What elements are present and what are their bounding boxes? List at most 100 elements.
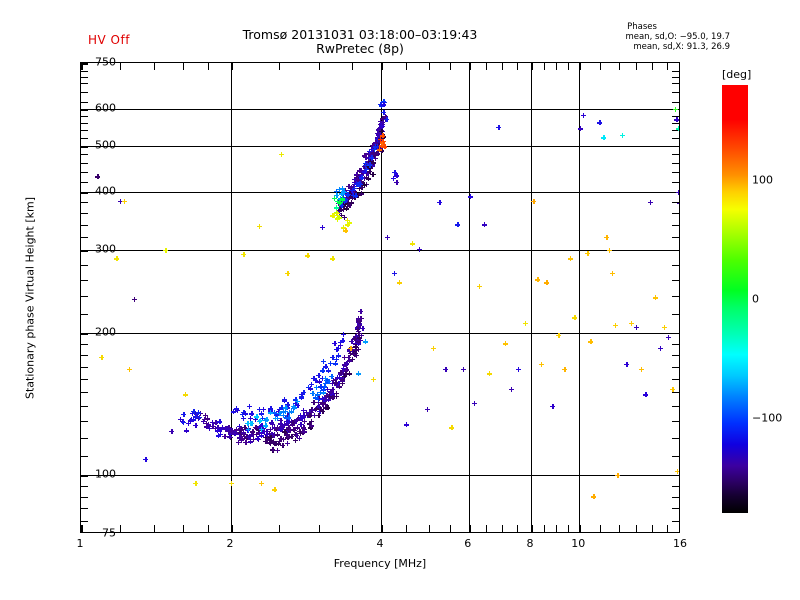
- data-point-marker: [316, 403, 322, 409]
- data-point-marker: [332, 361, 338, 367]
- data-point-marker: [674, 117, 679, 123]
- data-point-marker: [182, 392, 188, 398]
- data-point-marker: [272, 415, 278, 421]
- x-axis-minor-tick-top: [568, 63, 569, 70]
- y-axis-minor-tick-right: [672, 77, 679, 78]
- data-point-marker: [183, 428, 189, 434]
- data-point-marker: [392, 169, 398, 175]
- data-point-marker: [258, 411, 264, 417]
- x-axis-minor-tick-top: [208, 63, 209, 70]
- data-point-marker: [544, 280, 550, 286]
- data-point-marker: [325, 397, 331, 403]
- data-point-marker: [597, 120, 603, 126]
- data-point-marker: [340, 338, 346, 344]
- data-point-marker: [261, 428, 267, 434]
- data-point-marker: [562, 366, 568, 372]
- data-point-marker: [257, 417, 263, 423]
- y-axis-major-tick: [81, 333, 88, 335]
- y-axis-major-tick: [81, 192, 88, 194]
- data-point-marker: [327, 360, 333, 366]
- data-point-marker: [228, 431, 234, 437]
- data-point-marker: [278, 421, 284, 427]
- y-axis-minor-tick-right: [672, 355, 679, 356]
- data-point-marker: [378, 101, 384, 107]
- x-axis-minor-tick-top: [406, 63, 407, 70]
- data-point-marker: [255, 436, 261, 442]
- data-point-marker: [348, 345, 354, 351]
- data-point-marker: [323, 380, 329, 386]
- data-point-marker: [370, 151, 376, 157]
- data-point-marker: [352, 336, 358, 342]
- x-axis-minor-tick: [600, 525, 601, 532]
- scatter-plot-canvas: [81, 63, 679, 532]
- data-point-marker: [344, 367, 350, 373]
- x-axis-minor-tick: [154, 525, 155, 532]
- data-point-marker: [307, 413, 313, 419]
- y-axis-minor-tick-right: [672, 123, 679, 124]
- data-point-marker: [329, 373, 335, 379]
- y-axis-minor-tick-right: [672, 83, 679, 84]
- data-point-marker: [297, 412, 303, 418]
- data-point-marker: [256, 418, 262, 424]
- y-axis-minor-tick: [81, 123, 88, 124]
- y-axis-minor-tick-right: [672, 130, 679, 131]
- y-axis-minor-tick-right: [672, 296, 679, 297]
- y-axis-minor-tick-right: [672, 486, 679, 487]
- data-point-marker: [390, 175, 396, 181]
- data-point-marker: [351, 192, 357, 198]
- data-point-marker: [209, 419, 215, 425]
- data-point-marker: [309, 408, 315, 414]
- data-point-marker: [369, 142, 375, 148]
- data-point-marker: [222, 433, 228, 439]
- data-point-marker: [289, 433, 295, 439]
- data-point-marker: [320, 390, 326, 396]
- data-point-marker: [417, 246, 423, 252]
- data-point-marker: [359, 175, 365, 181]
- data-point-marker: [365, 170, 371, 176]
- data-point-marker: [344, 361, 350, 367]
- data-point-marker: [676, 190, 679, 196]
- data-point-marker: [345, 199, 351, 205]
- data-point-marker: [382, 144, 388, 150]
- data-point-marker: [358, 185, 364, 191]
- y-axis-minor-tick: [81, 280, 88, 281]
- data-point-marker: [531, 198, 537, 204]
- data-point-marker: [334, 198, 340, 204]
- y-axis-minor-tick: [81, 314, 88, 315]
- y-axis-minor-tick: [81, 154, 88, 155]
- data-point-marker: [245, 426, 251, 432]
- data-point-marker: [191, 408, 197, 414]
- data-point-marker: [455, 222, 461, 228]
- data-point-marker: [126, 366, 132, 372]
- data-point-marker: [343, 190, 349, 196]
- y-axis-minor-tick: [81, 225, 88, 226]
- y-axis-minor-tick-right: [672, 508, 679, 509]
- y-axis-major-tick: [81, 146, 88, 148]
- data-point-marker: [330, 256, 336, 262]
- data-point-marker: [619, 133, 625, 139]
- y-axis-tick-label: 100: [95, 467, 116, 481]
- data-point-marker: [338, 212, 344, 218]
- data-point-marker: [333, 393, 339, 399]
- data-point-marker: [380, 116, 386, 122]
- x-axis-minor-tick-top: [636, 63, 637, 70]
- data-point-marker: [556, 332, 562, 338]
- data-point-marker: [361, 182, 367, 188]
- data-point-marker: [350, 184, 356, 190]
- data-point-marker: [342, 198, 348, 204]
- colorbar-unit-label: [deg]: [722, 68, 752, 81]
- data-point-marker: [313, 384, 319, 390]
- data-point-marker: [378, 123, 384, 129]
- x-axis-minor-tick: [406, 525, 407, 532]
- data-point-marker: [515, 366, 521, 372]
- data-point-marker: [391, 271, 397, 276]
- y-axis-tick-label: 500: [95, 138, 116, 152]
- plot-title-line1: Tromsø 20131031 03:18:00–03:19:43: [242, 27, 478, 42]
- data-point-marker: [341, 374, 347, 380]
- data-point-marker: [314, 392, 320, 398]
- data-point-marker: [344, 203, 350, 209]
- data-point-marker: [319, 224, 325, 230]
- data-point-marker: [227, 434, 233, 440]
- data-point-marker: [276, 438, 282, 444]
- data-point-marker: [333, 356, 339, 362]
